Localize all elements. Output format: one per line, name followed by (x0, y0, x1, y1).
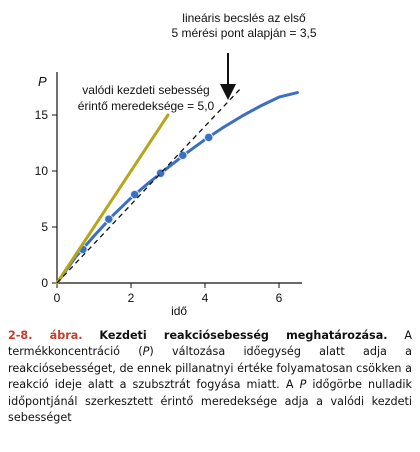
x-tick-label: 2 (128, 291, 135, 305)
annotation-linear-estimate: 5 mérési pont alapján = 3,5 (171, 26, 316, 40)
caption-title: Kezdeti reakciósebesség meghatározása. (99, 329, 387, 342)
annotation-tangent: valódi kezdeti sebesség (82, 83, 209, 97)
progress-curve (57, 93, 298, 283)
y-tick-label: 10 (35, 164, 49, 178)
annotation-tangent: érintő meredeksége = 5,0 (78, 99, 215, 113)
y-tick-label: 15 (35, 108, 49, 122)
y-tick-label: 0 (41, 276, 48, 290)
linear-estimate-line (57, 87, 242, 283)
data-point (205, 133, 213, 141)
data-point (105, 215, 113, 223)
data-point (179, 151, 187, 159)
y-axis-label: P (38, 74, 47, 89)
x-tick-label: 6 (276, 291, 283, 305)
caption-label: 2-8. ábra. (8, 329, 83, 342)
x-axis-label: idő (171, 304, 187, 318)
x-tick-label: 4 (202, 291, 209, 305)
figure-caption: 2-8. ábra. Kezdeti reakciósebesség megha… (8, 328, 412, 426)
annotation-linear-estimate: lineáris becslés az első (182, 11, 306, 25)
initial-rate-tangent (57, 115, 168, 283)
y-tick-label: 5 (41, 220, 48, 234)
x-tick-label: 0 (54, 291, 61, 305)
